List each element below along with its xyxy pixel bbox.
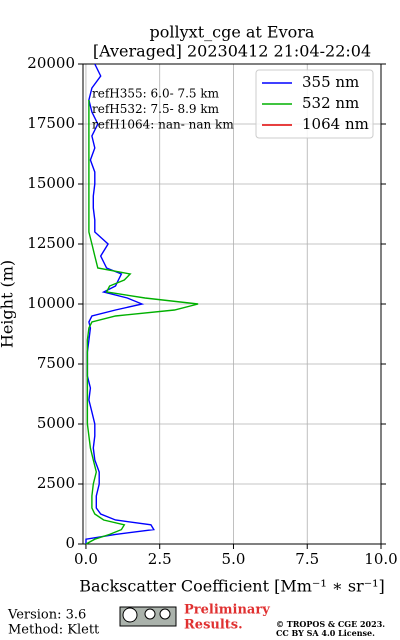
profile-line bbox=[85, 100, 199, 545]
y-tick-label: 10000 bbox=[27, 294, 75, 312]
license: CC BY SA 4.0 License. bbox=[276, 628, 375, 638]
y-tick-label: 12500 bbox=[27, 234, 75, 252]
x-tick-label: 0.0 bbox=[74, 550, 98, 568]
preliminary-note: Preliminary bbox=[184, 603, 270, 618]
chart-title: pollyxt_cge at Evora bbox=[150, 23, 315, 42]
profile-line bbox=[85, 63, 155, 544]
legend-label: 1064 nm bbox=[302, 115, 369, 133]
cc-logo bbox=[119, 606, 177, 627]
version: Version: 3.6 bbox=[7, 608, 86, 623]
legend-box bbox=[255, 69, 374, 139]
x-tick-label: 10.0 bbox=[364, 550, 397, 568]
y-tick-label: 17500 bbox=[27, 114, 75, 132]
chart-subtitle: [Averaged] 20230412 21:04-22:04 bbox=[93, 42, 371, 61]
y-tick-label: 5000 bbox=[37, 414, 75, 432]
y-tick-label: 0 bbox=[65, 534, 75, 552]
x-tick-label: 5.0 bbox=[222, 550, 246, 568]
legend-label: 532 nm bbox=[302, 94, 359, 112]
legend: 355 nm 532 nm 1064 nm bbox=[255, 69, 374, 139]
x-tick-label: 7.5 bbox=[295, 550, 319, 568]
x-axis-label: Backscatter Coefficient [Mm⁻¹ ∗ sr⁻¹] bbox=[79, 577, 385, 596]
y-tick-label: 20000 bbox=[27, 54, 75, 72]
y-tick-label: 2500 bbox=[37, 474, 75, 492]
annotation: refH355: 6.0- 7.5 km bbox=[92, 87, 220, 101]
y-axis-label: Height (m) bbox=[0, 260, 17, 348]
x-tick-label: 2.5 bbox=[148, 550, 172, 568]
plot-frame bbox=[82, 63, 382, 545]
preliminary-note: Results. bbox=[184, 618, 243, 633]
annotation: refH532: 7.5- 8.9 km bbox=[92, 102, 220, 116]
legend-label: 355 nm bbox=[302, 73, 359, 91]
license: © TROPOS & CGE 2023. bbox=[276, 619, 385, 629]
y-tick-label: 15000 bbox=[27, 174, 75, 192]
annotation: refH1064: nan- nan km bbox=[92, 118, 234, 132]
y-tick-label: 7500 bbox=[37, 354, 75, 372]
method: Method: Klett bbox=[8, 623, 100, 638]
